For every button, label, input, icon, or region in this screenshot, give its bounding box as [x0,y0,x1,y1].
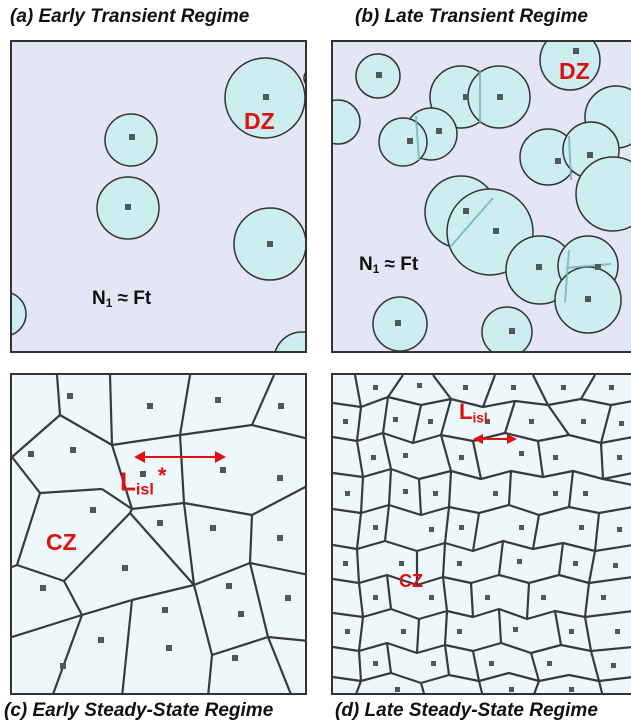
capture-zone-cells-early [12,375,305,693]
cz-label-late: CZ [399,571,423,591]
isl-arrow-late [473,434,517,444]
dz-label: DZ [244,108,275,134]
caption-early-steady-state: (c) Early Steady-State Regime [4,700,274,721]
panel-late-transient: DZ N1 ≈ Ft [331,40,631,353]
island-discs-late [333,42,631,351]
isl-length-label-late: Lisl [459,399,488,426]
cz-label: CZ [46,529,77,555]
isl-arrow [134,451,226,463]
panel-early-transient: DZ N1 ≈ Ft [10,40,307,353]
panel-early-steady-state: Lisl* CZ [10,373,307,695]
island-discs-early [12,57,305,351]
caption-late-transient: (b) Late Transient Regime [355,6,588,27]
isl-length-label: Lisl* [120,463,167,499]
panel-late-steady-state: Lisl CZ [331,373,631,695]
dz-label-late: DZ [559,58,590,84]
capture-zone-cells-late [333,375,631,693]
nucleation-formula: N1 ≈ Ft [92,288,152,310]
nucleation-formula-late: N1 ≈ Ft [359,254,419,276]
caption-late-steady-state: (d) Late Steady-State Regime [335,700,598,721]
caption-early-transient: (a) Early Transient Regime [10,6,250,27]
